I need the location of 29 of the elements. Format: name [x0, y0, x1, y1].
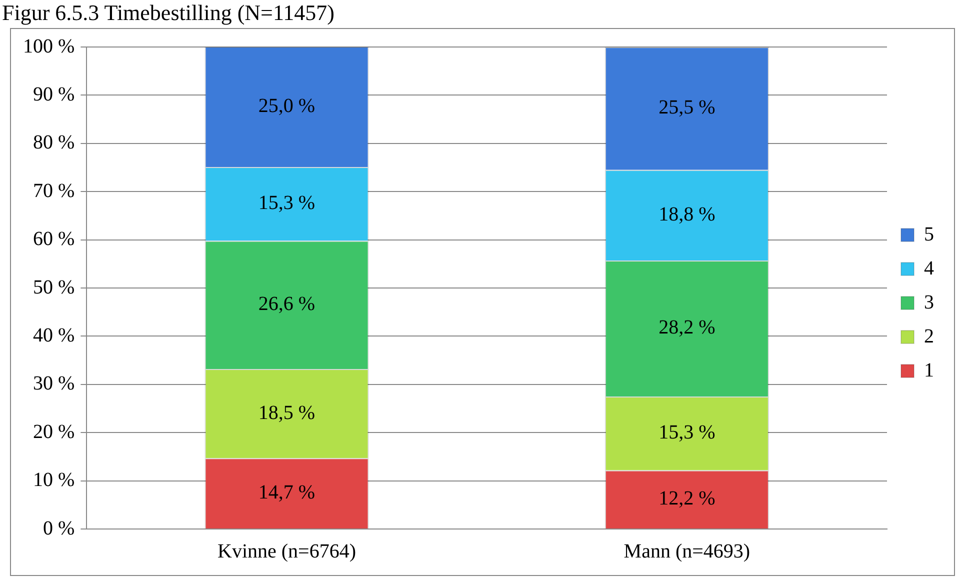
data-label: 26,6 % [258, 293, 316, 316]
legend-label: 2 [924, 325, 934, 348]
data-label: 14,7 % [258, 482, 316, 504]
data-label: 18,5 % [258, 402, 316, 424]
y-tick-label: 30 % [32, 372, 75, 395]
data-label: 15,3 % [658, 422, 716, 444]
data-label: 25,0 % [258, 95, 316, 118]
y-tick-label: 60 % [32, 228, 75, 250]
data-label: 15,3 % [258, 192, 316, 214]
legend-label: 5 [924, 223, 934, 246]
legend-label: 4 [924, 257, 934, 280]
y-tick-label: 40 % [32, 324, 75, 346]
legend-label: 1 [924, 359, 934, 382]
data-label: 18,8 % [658, 203, 716, 226]
y-tick-label: 0 % [42, 517, 75, 540]
data-label: 28,2 % [658, 316, 716, 339]
y-tick-label: 100 % [22, 35, 75, 58]
y-tick-label: 10 % [32, 469, 75, 492]
x-tick-label: Kvinne (n=6764) [218, 540, 356, 562]
y-tick-label: 90 % [32, 83, 75, 106]
y-tick-label: 70 % [32, 180, 75, 202]
data-label: 12,2 % [658, 488, 716, 510]
data-label: 25,5 % [658, 96, 716, 119]
chart-title: Figur 6.5.3 Timebestilling (N=11457) [2, 0, 334, 26]
y-tick-label: 50 % [32, 276, 75, 298]
y-tick-label: 20 % [32, 420, 75, 443]
x-tick-label: Mann (n=4693) [624, 540, 750, 562]
legend-label: 3 [924, 291, 934, 314]
y-tick-label: 80 % [32, 132, 75, 154]
